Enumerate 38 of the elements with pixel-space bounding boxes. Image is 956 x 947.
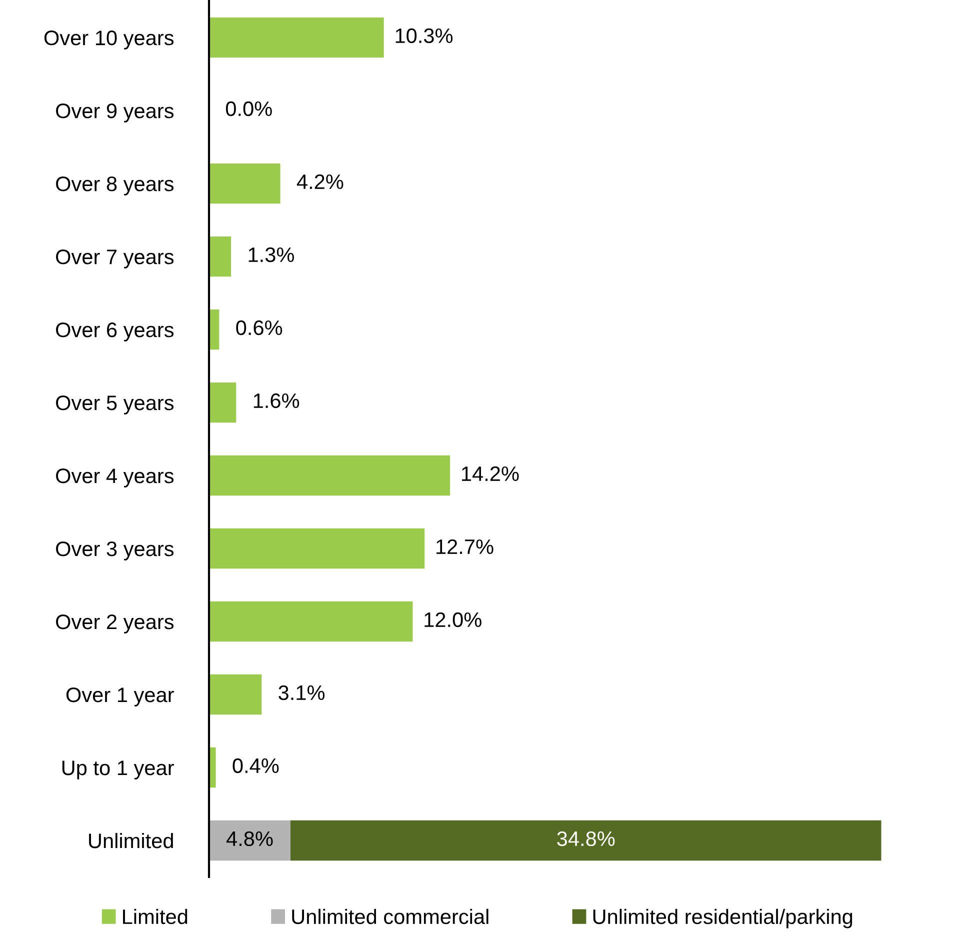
data-label: 1.3%: [248, 247, 294, 262]
y-tick-label: Over 4 years: [56, 468, 174, 488]
y-tick-label: Up to 1 year: [62, 760, 174, 780]
data-label: 0.6%: [236, 320, 282, 336]
y-tick-label: Over 7 years: [56, 250, 174, 268]
y-tick-label: Over 6 years: [56, 322, 174, 342]
data-label: 4.2%: [296, 174, 344, 190]
y-tick-label: Over 5 years: [56, 396, 174, 414]
bar: [209, 820, 290, 861]
data-label: 12.0%: [424, 612, 482, 628]
data-label: 0.4%: [232, 758, 279, 774]
bar: [209, 382, 236, 423]
y-tick-label: Over 2 years: [56, 614, 174, 634]
data-label: 1.6%: [254, 393, 300, 408]
data-label: 0.0%: [226, 101, 272, 116]
data-label: 3.1%: [278, 685, 325, 700]
bar: [209, 601, 413, 642]
y-tick-label: Over 3 years: [56, 542, 174, 560]
data-label: 4.8%: [226, 831, 273, 846]
legend-label: Unlimited commercial: [292, 908, 488, 924]
data-label: 34.8%: [557, 831, 615, 846]
y-tick-label: Over 9 years: [56, 104, 174, 122]
bar: [290, 820, 882, 861]
bar: [209, 455, 450, 496]
bar: [209, 163, 280, 204]
y-tick-label: Over 1 year: [66, 688, 174, 706]
legend-label: Unlimited residential/parking: [593, 908, 852, 928]
bar: [209, 674, 262, 715]
data-label: 10.3%: [396, 28, 453, 44]
y-tick-label: Over 8 years: [56, 176, 174, 196]
y-tick-label: Over 10 years: [44, 30, 174, 50]
bar: [209, 17, 384, 58]
bar: [209, 236, 232, 277]
bar: [209, 528, 425, 569]
legend-label: Limited: [123, 908, 188, 924]
data-label: 12.7%: [436, 539, 494, 554]
y-tick-label: Unlimited: [89, 832, 173, 848]
data-label: 14.2%: [462, 466, 519, 482]
